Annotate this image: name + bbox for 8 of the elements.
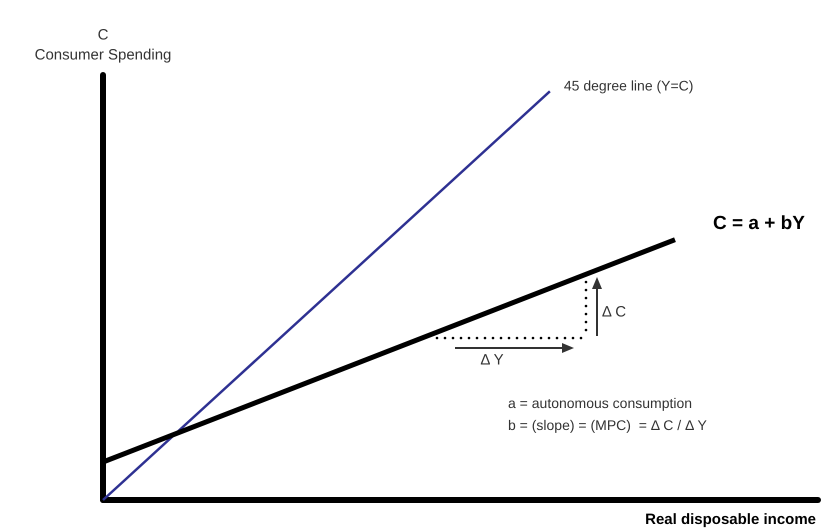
annotation: b = (slope) = (MPC) = Δ C / Δ Y <box>508 417 708 433</box>
annotation: a = autonomous consumption <box>508 395 692 411</box>
text: C = a + bY <box>713 213 806 234</box>
x-axis-title: Real disposable income <box>645 511 816 528</box>
series-label: 45 degree line (Y=C) <box>564 77 694 94</box>
y-axis-title: C Consumer Spending <box>34 26 172 64</box>
annotation: Δ C <box>602 304 626 320</box>
annotation: Δ Y <box>480 352 504 368</box>
